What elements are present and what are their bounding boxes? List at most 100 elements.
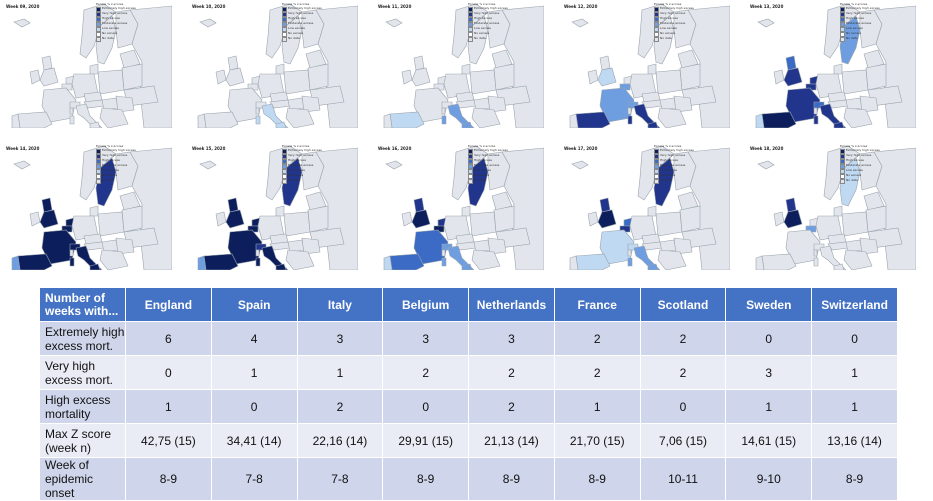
legend-item: Moderate excess <box>96 163 136 169</box>
legend-swatch <box>654 16 659 22</box>
legend-swatch <box>654 11 659 17</box>
legend-label: High excess <box>474 158 492 163</box>
map-svg <box>755 145 916 270</box>
country-ireland <box>587 211 599 227</box>
country-sardinia <box>441 115 447 125</box>
country-sardinia <box>69 115 75 125</box>
legend-label: No data <box>846 36 858 41</box>
country-balkans <box>471 249 501 270</box>
legend-label: No data <box>102 178 114 183</box>
legend-swatch <box>96 11 101 17</box>
legend-item: High excess <box>282 158 322 164</box>
table-cell: 21,13 (14) <box>468 423 555 458</box>
country-iceland <box>571 18 589 28</box>
country-iceland <box>199 160 217 170</box>
country-belarus <box>121 205 143 233</box>
legend-swatch <box>654 6 659 12</box>
legend-swatch <box>282 31 287 37</box>
country-corsica <box>627 249 632 257</box>
legend-swatch <box>282 158 287 164</box>
country-sardinia <box>627 257 633 267</box>
country-ireland <box>773 211 785 227</box>
country-iceland <box>13 18 31 28</box>
map-svg <box>569 3 730 128</box>
legend-item: Extremely high excess <box>282 6 322 12</box>
country-italy <box>819 245 847 270</box>
country-corsica <box>69 249 74 257</box>
legend-item: Low excess <box>282 26 322 32</box>
map-week-label: Week 12, 2020 <box>564 4 598 9</box>
table-cell: 6 <box>125 321 212 356</box>
table-cell: 8-9 <box>125 457 212 501</box>
legend-label: Very high excess <box>846 153 872 158</box>
legend-label: No excess <box>474 173 490 178</box>
legend-item: Low excess <box>654 168 694 174</box>
country-sweden <box>281 157 303 207</box>
legend-item: Low excess <box>840 26 880 32</box>
country-spain <box>203 111 239 128</box>
map-legend: Excess % z-scores Extremely high excess Ve… <box>282 144 322 184</box>
legend-swatch <box>96 178 101 184</box>
legend-swatch <box>840 16 845 22</box>
country-sardinia <box>813 115 819 125</box>
legend-label: Extremely high excess <box>474 6 508 11</box>
table-cell: 21,70 (15) <box>553 423 641 458</box>
legend-item: No excess <box>840 173 880 179</box>
country-belarus <box>493 205 515 233</box>
legend-label: No excess <box>288 31 304 36</box>
europe-map: Week 15, 2020 Excess % z-scores Extremely … <box>190 144 358 270</box>
country-scotland <box>227 55 239 71</box>
legend-label: Low excess <box>288 168 305 173</box>
map-week-label: Week 11, 2020 <box>378 4 412 9</box>
legend-label: High excess <box>102 158 120 163</box>
legend-item: Very high excess <box>96 11 136 17</box>
legend-label: Very high excess <box>288 153 314 158</box>
table-cell: 3 <box>468 321 555 356</box>
country-england <box>39 209 59 229</box>
legend-title: Excess % z-scores <box>654 144 682 148</box>
legend-item: No excess <box>282 173 322 179</box>
legend-item: Extremely high excess <box>468 6 508 12</box>
table-cell: 2 <box>553 355 641 390</box>
legend-item: Low excess <box>468 168 508 174</box>
country-poland <box>469 69 497 95</box>
country-iceland <box>199 18 217 28</box>
europe-map: Week 16, 2020 Excess % z-scores Extremely … <box>376 144 544 270</box>
country-iceland <box>385 18 403 28</box>
legend-item: Extremely high excess <box>840 148 880 154</box>
legend-item: Low excess <box>96 168 136 174</box>
legend-label: High excess <box>660 158 678 163</box>
table-cell: 1 <box>296 355 384 390</box>
legend-swatch <box>654 26 659 32</box>
country-portugal <box>569 113 579 128</box>
country-ireland <box>215 69 227 85</box>
legend-label: Moderate excess <box>846 163 872 168</box>
legend-swatch <box>282 153 287 159</box>
legend-swatch <box>468 6 473 12</box>
legend-swatch <box>654 178 659 184</box>
table-cell: 8-9 <box>811 457 898 501</box>
country-romania <box>115 237 135 255</box>
legend-item: High excess <box>468 16 508 22</box>
row-label: High excess mortality <box>39 389 126 424</box>
legend-title: Excess % z-scores <box>840 2 868 6</box>
map-week-label: Week 16, 2020 <box>378 146 412 151</box>
legend-swatch <box>840 153 845 159</box>
country-balkans <box>99 107 129 128</box>
legend-item: Extremely high excess <box>840 6 880 12</box>
country-sicily <box>461 263 473 270</box>
table-row: Max Z score (week n) 42,75 (15) 34,41 (14)… <box>39 423 898 458</box>
country-corsica <box>813 107 818 115</box>
legend-swatch <box>96 16 101 22</box>
table-cell: 0 <box>382 389 470 424</box>
country-sicily <box>89 263 101 270</box>
country-spain <box>575 253 611 270</box>
country-sardinia <box>255 115 261 125</box>
legend-swatch <box>468 178 473 184</box>
map-legend: Excess % z-scores Extremely high excess Ve… <box>840 144 880 184</box>
legend-swatch <box>96 36 101 42</box>
legend-item: Very high excess <box>282 153 322 159</box>
country-romania <box>673 95 693 113</box>
country-sweden <box>95 157 117 207</box>
legend-swatch <box>282 6 287 12</box>
